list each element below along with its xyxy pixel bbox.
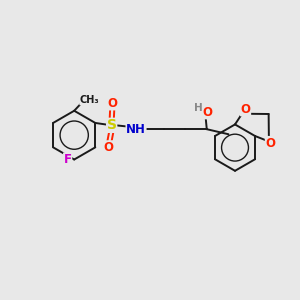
Text: O: O — [108, 97, 118, 110]
Text: F: F — [64, 153, 72, 166]
Text: O: O — [241, 103, 250, 116]
Text: H: H — [194, 103, 203, 113]
Text: O: O — [104, 141, 114, 154]
Text: O: O — [203, 106, 213, 119]
Text: S: S — [107, 118, 117, 132]
Text: CH₃: CH₃ — [80, 95, 100, 105]
Text: O: O — [266, 136, 275, 149]
Text: NH: NH — [126, 123, 146, 136]
